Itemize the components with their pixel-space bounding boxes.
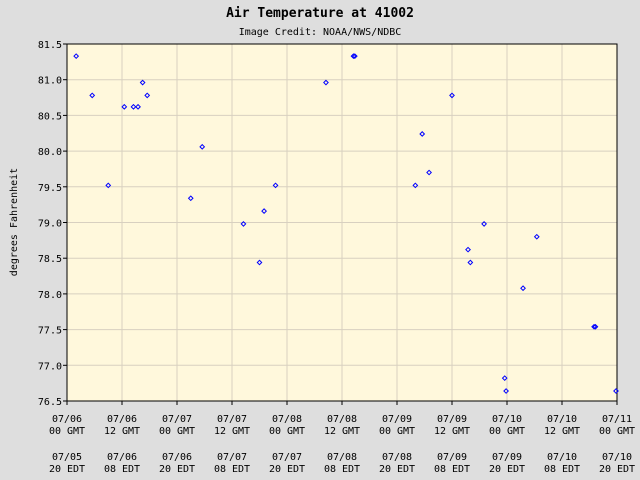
x-tick-label-gmt-date: 07/09 (437, 414, 467, 425)
x-tick-label-edt-date: 07/07 (217, 452, 247, 463)
data-point (199, 143, 206, 150)
data-point (130, 103, 137, 110)
y-tick-label: 78.0 (38, 290, 62, 301)
x-tick-label-gmt-date: 07/11 (602, 414, 632, 425)
x-tick-label-gmt-date: 07/08 (272, 414, 302, 425)
data-point (426, 169, 432, 176)
data-point (350, 53, 357, 60)
x-tick-label-edt-hour: 20 EDT (599, 464, 635, 475)
data-point (449, 92, 455, 99)
x-tick-label-edt-date: 07/07 (272, 452, 302, 463)
data-point (105, 182, 112, 189)
x-tick-label-gmt-date: 07/06 (107, 414, 137, 425)
chart-subtitle: Image Credit: NOAA/NWS/NDBC (239, 27, 402, 38)
data-point (467, 259, 474, 266)
x-tick-label-edt-date: 07/06 (162, 452, 192, 463)
data-point (240, 221, 247, 227)
data-point (261, 208, 267, 214)
x-tick-label-gmt-hour: 00 GMT (379, 426, 415, 437)
x-tick-label-gmt-hour: 00 GMT (159, 426, 195, 437)
data-point (533, 233, 540, 240)
y-tick-label: 80.5 (38, 111, 62, 122)
data-point (73, 53, 80, 60)
x-tick-label-edt-date: 07/09 (437, 452, 467, 463)
data-point (465, 246, 471, 253)
chart-title: Air Temperature at 41002 (226, 6, 414, 21)
data-point (89, 92, 96, 99)
y-tick-label: 76.5 (38, 397, 62, 408)
x-tick-label-gmt-hour: 12 GMT (544, 426, 580, 437)
x-tick-label-edt-hour: 08 EDT (434, 464, 470, 475)
x-tick-label-gmt-date: 07/07 (217, 414, 247, 425)
x-tick-label-gmt-date: 07/10 (492, 414, 522, 425)
x-tick-label-gmt-hour: 12 GMT (214, 426, 250, 437)
data-point (272, 182, 279, 189)
data-point (592, 323, 599, 330)
data-point (520, 285, 526, 292)
x-tick-label-gmt-hour: 12 GMT (324, 426, 360, 437)
y-tick-label: 81.5 (38, 40, 62, 51)
x-tick-label-edt-date: 07/10 (602, 452, 632, 463)
x-tick-label-gmt-hour: 00 GMT (49, 426, 85, 437)
y-tick-label: 79.5 (38, 183, 62, 194)
x-tick-label-edt-date: 07/08 (327, 452, 357, 463)
data-point (144, 92, 151, 99)
y-tick-label: 77.5 (38, 326, 62, 337)
x-tick-label-gmt-date: 07/08 (327, 414, 357, 425)
data-point (323, 79, 329, 86)
x-tick-label-edt-hour: 20 EDT (269, 464, 305, 475)
x-tick-label-edt-hour: 08 EDT (104, 464, 140, 475)
x-tick-label-gmt-hour: 00 GMT (269, 426, 305, 437)
data-point (503, 388, 509, 394)
data-point (351, 53, 358, 60)
data-point (481, 221, 487, 227)
x-tick-label-edt-date: 07/09 (492, 452, 522, 463)
data-point (591, 323, 597, 330)
x-tick-label-gmt-date: 07/10 (547, 414, 577, 425)
x-tick-label-edt-date: 07/10 (547, 452, 577, 463)
x-tick-label-gmt-date: 07/09 (382, 414, 412, 425)
x-tick-label-edt-hour: 20 EDT (49, 464, 85, 475)
x-tick-label-gmt-date: 07/07 (162, 414, 192, 425)
y-axis-label: degrees Fahrenheit (9, 168, 20, 276)
data-point (139, 79, 146, 86)
x-tick-label-edt-date: 07/08 (382, 452, 412, 463)
x-tick-label-gmt-hour: 12 GMT (434, 426, 470, 437)
y-tick-label: 77.0 (38, 361, 62, 372)
plot-border (66, 43, 618, 402)
data-point (256, 259, 263, 266)
x-tick-label-edt-hour: 20 EDT (489, 464, 525, 475)
y-tick-label: 78.5 (38, 254, 62, 265)
x-tick-label-edt-hour: 08 EDT (544, 464, 580, 475)
x-tick-label-edt-date: 07/05 (52, 452, 82, 463)
y-tick-label: 81.0 (38, 76, 62, 87)
x-tick-label-gmt-date: 07/06 (52, 414, 82, 425)
y-tick-label: 79.0 (38, 219, 62, 230)
x-tick-label-edt-hour: 20 EDT (159, 464, 195, 475)
data-point (419, 131, 426, 137)
data-point (412, 182, 419, 189)
data-point (121, 103, 128, 110)
data-point (613, 388, 619, 394)
data-point (501, 375, 508, 382)
x-tick-label-edt-hour: 08 EDT (214, 464, 250, 475)
x-tick-label-edt-hour: 20 EDT (379, 464, 415, 475)
y-tick-label: 80.0 (38, 147, 62, 158)
x-tick-label-edt-hour: 08 EDT (324, 464, 360, 475)
data-point (187, 195, 194, 202)
x-tick-label-edt-date: 07/06 (107, 452, 137, 463)
data-point (135, 103, 141, 110)
x-tick-label-gmt-hour: 00 GMT (599, 426, 635, 437)
x-tick-label-gmt-hour: 12 GMT (104, 426, 140, 437)
x-tick-label-gmt-hour: 00 GMT (489, 426, 525, 437)
